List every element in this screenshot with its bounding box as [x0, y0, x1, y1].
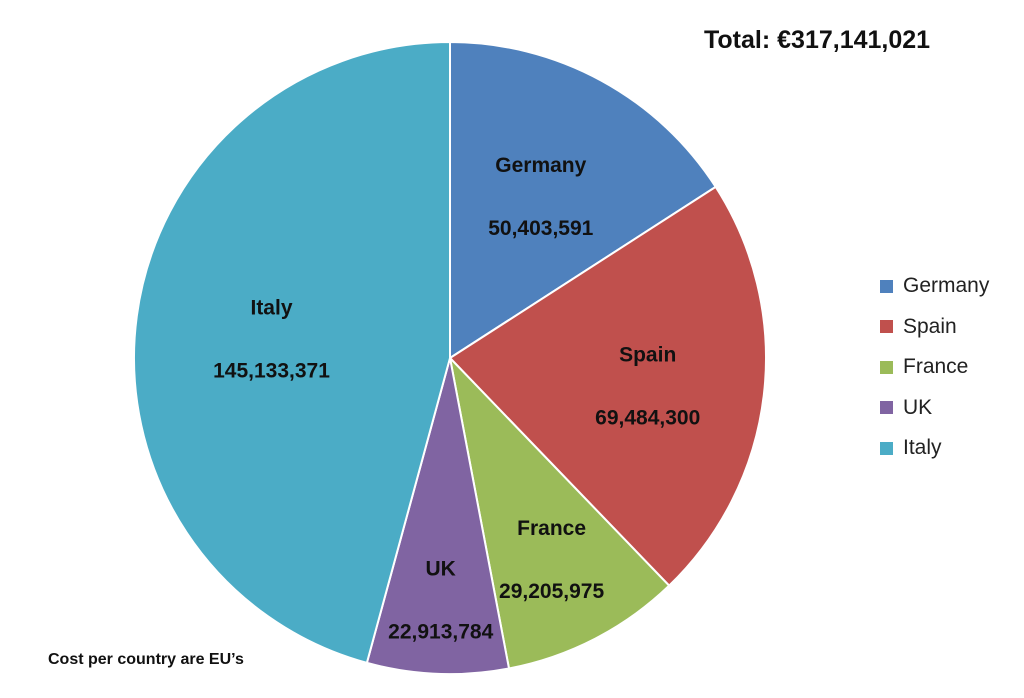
legend-label-germany: Germany — [903, 274, 990, 298]
pie-slices — [133, 40, 767, 675]
legend-label-france: France — [903, 355, 969, 379]
legend-item-spain: Spain — [880, 307, 989, 348]
slice-value-france: 29,205,975 — [499, 580, 604, 603]
pie-slice-germany — [449, 40, 718, 360]
pie-data-labels: Germany 50,403,591 Spain 69,484,300 France 29… — [213, 154, 700, 643]
legend-label-uk: UK — [903, 395, 933, 419]
legend-swatch-uk — [880, 401, 893, 415]
legend-item-france: France — [880, 347, 989, 388]
chart-total-title: Total: €317,141,021 — [704, 26, 931, 54]
legend-swatch-italy — [880, 441, 893, 455]
legend-item-uk: UK — [880, 388, 989, 429]
slice-label-france: France — [517, 517, 586, 540]
slice-value-italy: 145,133,371 — [213, 360, 330, 383]
legend-swatch-germany — [880, 279, 893, 293]
legend: Germany Spain France UK Italy — [880, 266, 989, 469]
chart-footnote: Cost per country are EU’s — [48, 651, 244, 668]
legend-item-germany: Germany — [880, 266, 989, 307]
legend-label-italy: Italy — [903, 436, 942, 460]
pie-slice-uk — [365, 357, 511, 675]
slice-value-uk: 22,913,784 — [388, 620, 493, 643]
slice-label-germany: Germany — [495, 154, 586, 177]
slice-value-germany: 50,403,591 — [488, 217, 593, 240]
slice-label-italy: Italy — [250, 297, 292, 320]
legend-swatch-france — [880, 360, 893, 374]
pie-slice-spain — [448, 185, 767, 588]
legend-item-italy: Italy — [880, 428, 989, 469]
slice-label-spain: Spain — [619, 344, 676, 367]
pie-slice-france — [448, 354, 671, 670]
legend-swatch-spain — [880, 320, 893, 334]
legend-label-spain: Spain — [903, 314, 957, 338]
pie-slice-italy — [133, 40, 451, 665]
slice-value-spain: 69,484,300 — [595, 407, 700, 430]
slice-label-uk: UK — [426, 557, 456, 580]
